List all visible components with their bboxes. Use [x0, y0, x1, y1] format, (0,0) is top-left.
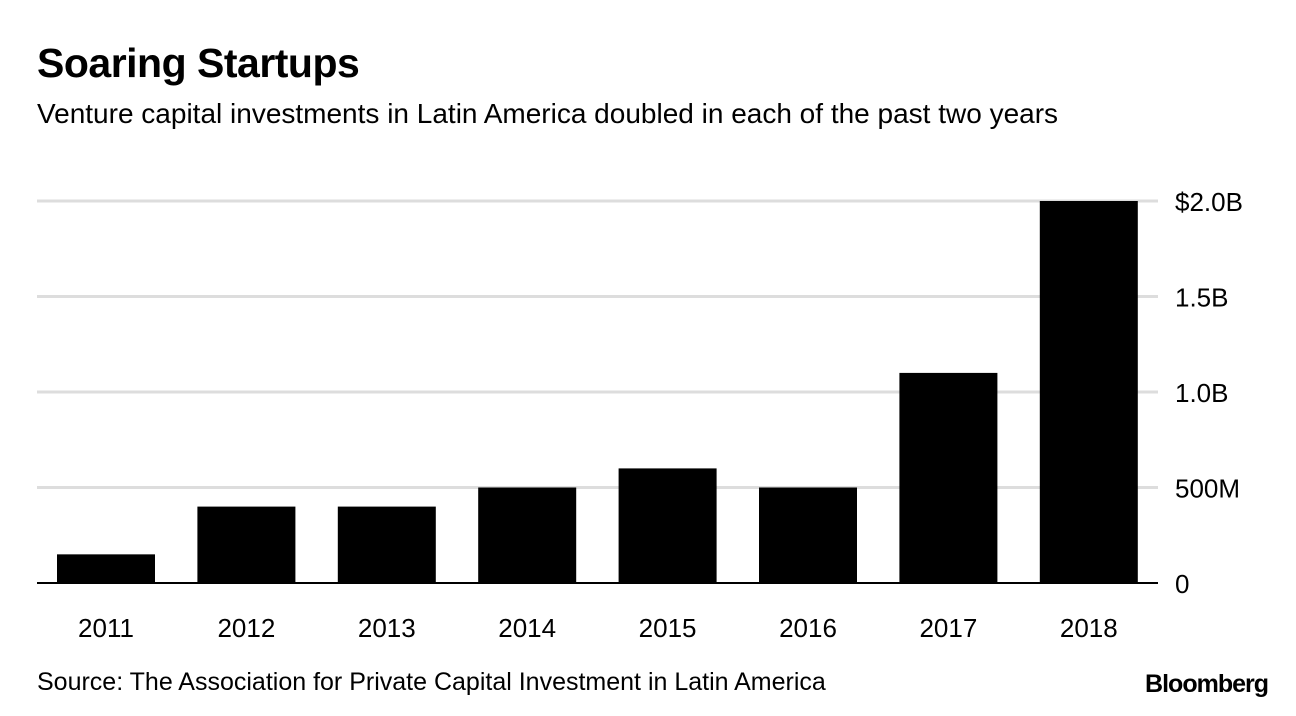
bar-2011 [57, 554, 155, 583]
x-tick-label: 2011 [78, 613, 134, 643]
source-note: Source: The Association for Private Capi… [37, 668, 826, 696]
bar-2013 [337, 506, 436, 583]
x-tick-label: 2016 [779, 613, 837, 643]
x-tick-label: 2015 [639, 613, 697, 643]
y-tick-label: 0 [1175, 569, 1189, 599]
chart-subtitle: Venture capital investments in Latin Ame… [37, 98, 1059, 129]
x-tick-label: 2014 [498, 613, 556, 643]
bar-2012 [197, 506, 296, 583]
x-tick-label: 2012 [217, 613, 275, 643]
chart-title: Soaring Startups [37, 40, 360, 86]
y-tick-label: 1.5B [1175, 283, 1229, 313]
bar-2017 [899, 372, 998, 583]
bar-2014 [478, 487, 577, 583]
y-tick-label: 1.0B [1175, 378, 1229, 408]
bar-2015 [618, 468, 717, 583]
x-tick-label: 2018 [1060, 613, 1118, 643]
y-tick-label: $2.0B [1175, 187, 1243, 217]
bar-2018 [1039, 201, 1138, 583]
x-tick-label: 2017 [919, 613, 977, 643]
x-tick-label: 2013 [358, 613, 416, 643]
bloomberg-logo: Bloomberg [1145, 670, 1269, 698]
y-tick-label: 500M [1175, 474, 1240, 504]
bar-2016 [759, 487, 857, 583]
